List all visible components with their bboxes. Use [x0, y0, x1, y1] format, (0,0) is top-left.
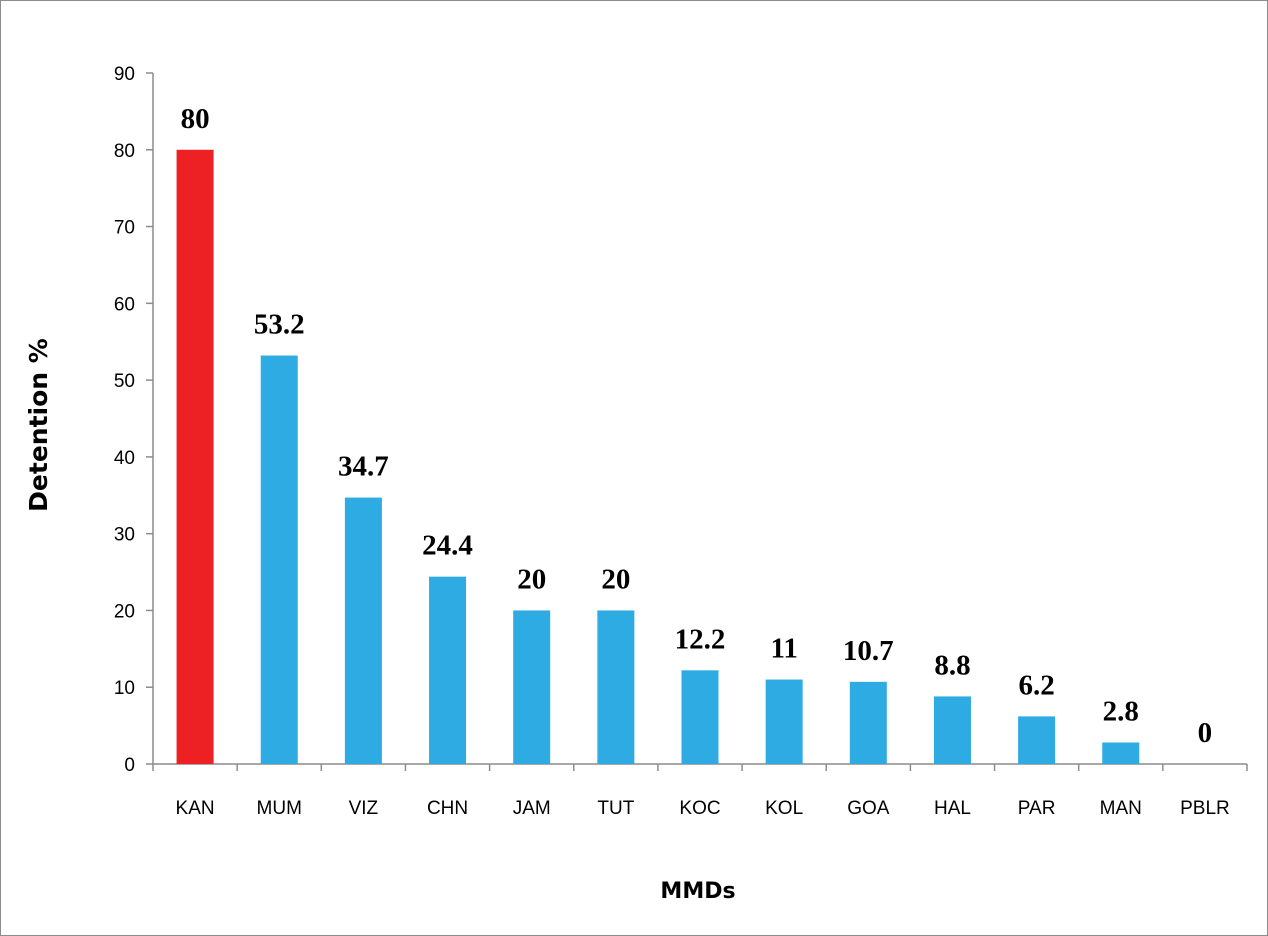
- data-label-mum: 53.2: [254, 309, 305, 341]
- bar-kol: [765, 679, 803, 764]
- bar-hal: [933, 696, 971, 764]
- bar-kan: [176, 149, 214, 764]
- y-tick-label: 90: [114, 64, 135, 85]
- bar-viz: [344, 497, 382, 764]
- axes: [152, 73, 1247, 765]
- x-axis-title: MMDs: [660, 879, 735, 904]
- bar-par: [1018, 716, 1056, 764]
- bar-tut: [597, 610, 635, 764]
- category-label-tut: TUT: [597, 798, 634, 819]
- data-label-man: 2.8: [1103, 696, 1139, 728]
- data-labels: 80 53.2 34.7 24.4 20 20 12.2 11 10.7 8.8 6.2 2.8 0: [181, 103, 1213, 749]
- category-label-kol: KOL: [765, 798, 803, 819]
- bar-series: [176, 149, 1140, 764]
- y-axis-ticks: 0 10 20 30 40 50 60 70 80 90: [114, 64, 153, 776]
- y-tick-label: 50: [114, 371, 135, 392]
- data-label-kan: 80: [181, 103, 210, 135]
- bar-man: [1102, 742, 1140, 764]
- y-tick-label: 70: [114, 218, 135, 239]
- data-label-tut: 20: [601, 563, 630, 595]
- data-label-jam: 20: [517, 563, 546, 595]
- y-tick-label: 60: [114, 294, 135, 315]
- x-axis-ticks: [152, 764, 1248, 771]
- category-label-kan: KAN: [176, 798, 215, 819]
- category-label-goa: GOA: [847, 798, 890, 819]
- category-label-viz: VIZ: [349, 798, 379, 819]
- y-tick-label: 40: [114, 448, 135, 469]
- category-label-jam: JAM: [513, 798, 551, 819]
- y-axis-title: Detention %: [24, 338, 53, 512]
- data-label-goa: 10.7: [843, 635, 894, 667]
- category-label-pblr: PBLR: [1180, 798, 1230, 819]
- y-tick-label: 0: [124, 755, 135, 776]
- category-label-man: MAN: [1100, 798, 1142, 819]
- data-label-pblr: 0: [1198, 717, 1213, 749]
- category-label-hal: HAL: [934, 798, 971, 819]
- y-tick-label: 20: [114, 601, 135, 622]
- data-label-koc: 12.2: [675, 623, 726, 655]
- data-label-viz: 34.7: [338, 451, 389, 483]
- data-label-kol: 11: [770, 633, 797, 665]
- bar-goa: [849, 681, 887, 764]
- bar-koc: [681, 670, 719, 764]
- bar-jam: [513, 610, 551, 764]
- category-label-chn: CHN: [427, 798, 468, 819]
- category-label-koc: KOC: [679, 798, 720, 819]
- category-labels: KAN MUM VIZ CHN JAM TUT KOC KOL GOA HAL PAR MAN PBLR: [176, 798, 1230, 819]
- data-label-hal: 8.8: [934, 649, 970, 681]
- y-tick-label: 30: [114, 525, 135, 546]
- y-tick-label: 80: [114, 141, 135, 162]
- category-label-mum: MUM: [257, 798, 302, 819]
- category-label-par: PAR: [1018, 798, 1056, 819]
- data-label-chn: 24.4: [422, 530, 473, 562]
- y-tick-label: 10: [114, 678, 135, 699]
- bar-mum: [260, 355, 298, 764]
- bar-chn: [429, 576, 467, 764]
- data-label-par: 6.2: [1018, 669, 1054, 701]
